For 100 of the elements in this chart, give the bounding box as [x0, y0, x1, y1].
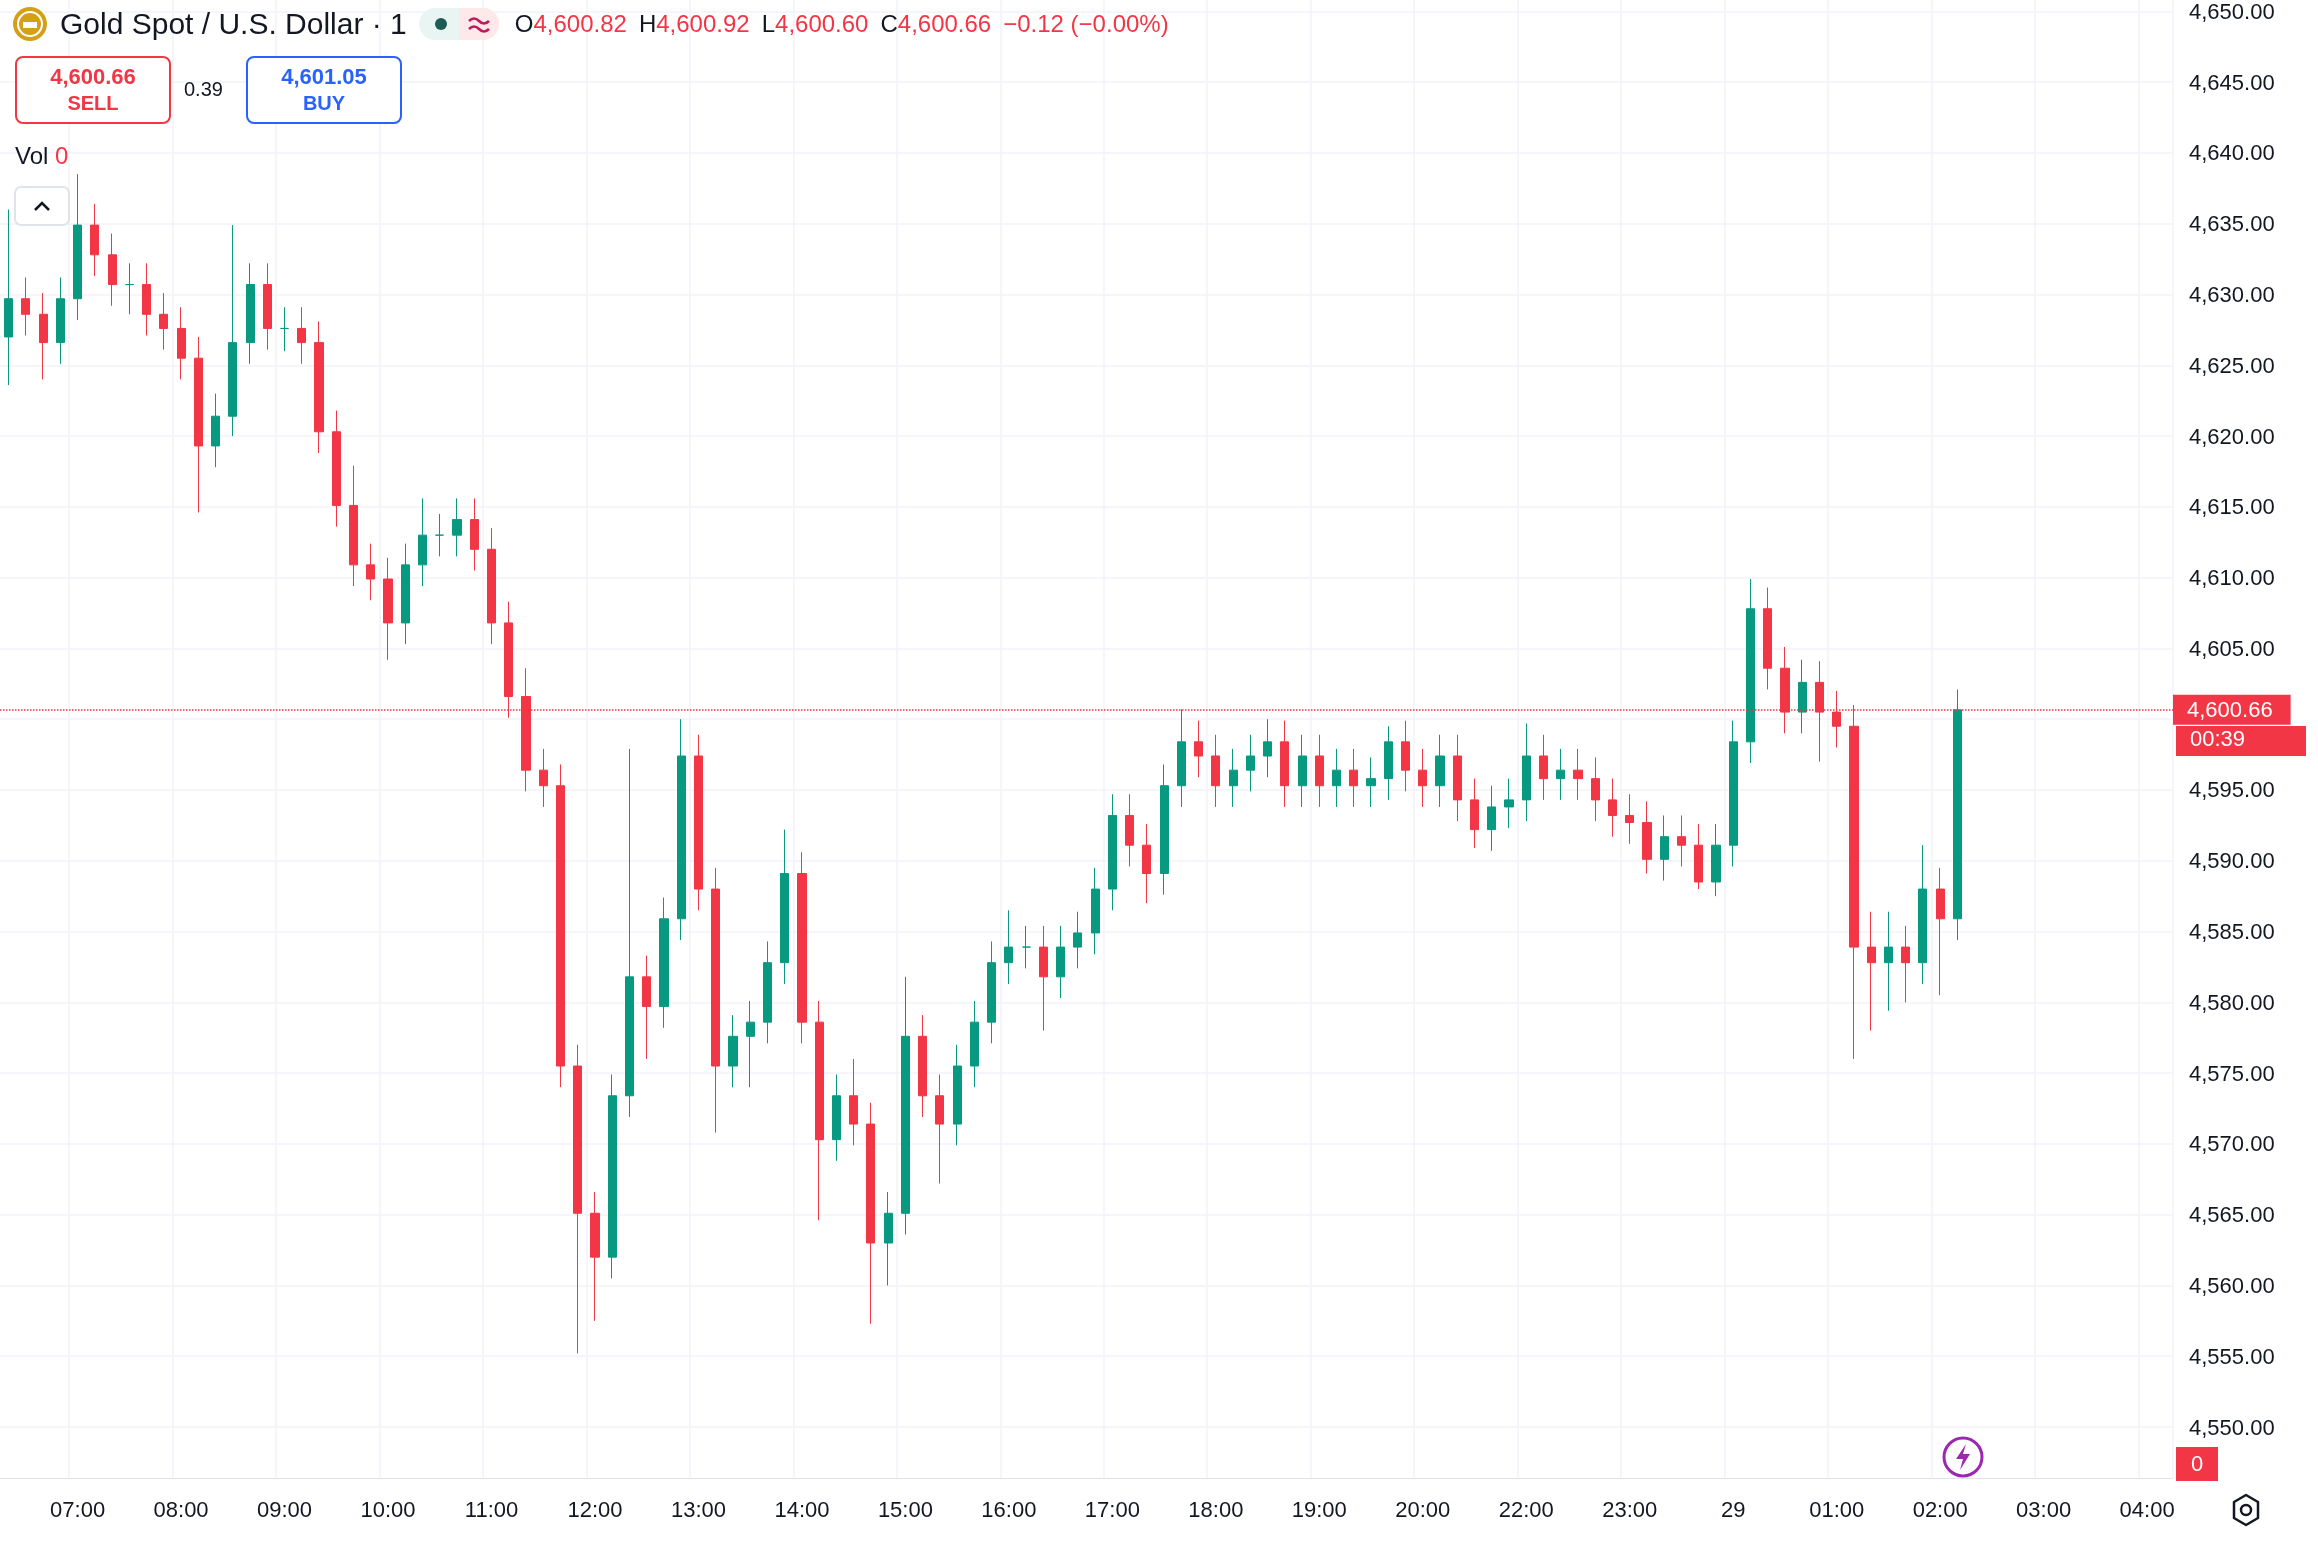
x-tick-label: 08:00 [153, 1496, 209, 1522]
candlestick [280, 306, 289, 352]
candlestick [1194, 720, 1203, 778]
candlestick [487, 527, 496, 645]
x-tick-label: 13:00 [670, 1496, 726, 1522]
text: 0 [2176, 1447, 2218, 1481]
candlestick [815, 1000, 824, 1221]
candlestick [4, 209, 13, 386]
candlestick [987, 940, 996, 1044]
candlestick [1729, 720, 1738, 867]
candlestick [211, 393, 220, 468]
x-tick-label: 11:00 [464, 1496, 519, 1522]
candlestick [1798, 659, 1807, 734]
y-tick-label: 4,610.00 [2189, 565, 2275, 591]
candlestick [625, 748, 634, 1118]
candlestick [1504, 778, 1514, 829]
y-tick-label: 4,595.00 [2189, 777, 2275, 803]
candlestick [56, 276, 65, 365]
x-tick-label: 14:00 [774, 1496, 830, 1522]
candlestick [573, 1044, 582, 1354]
candlestick [1091, 867, 1100, 955]
x-tick-label: 16:00 [981, 1496, 1037, 1522]
candlestick [1246, 734, 1255, 792]
candlestick [728, 1014, 738, 1088]
candlestick [590, 1191, 600, 1322]
candlestick [1953, 688, 1962, 941]
candlestick [246, 262, 255, 365]
x-tick-label: 02:00 [1912, 1496, 1968, 1522]
x-tick-label: 22:00 [1498, 1496, 1554, 1522]
annotation: O4,600.82 [514, 10, 627, 37]
candlestick [435, 513, 444, 557]
x-tick-label: 12:00 [567, 1496, 623, 1522]
y-tick-label: 4,650.00 [2189, 0, 2275, 24]
y-tick-label: 4,560.00 [2189, 1272, 2275, 1298]
y-tick-label: 4,630.00 [2189, 281, 2275, 307]
candlestick [1298, 734, 1307, 808]
candlestick [125, 262, 134, 315]
candlestick [1487, 785, 1496, 852]
candlestick [1608, 778, 1617, 838]
candlestick [1349, 748, 1358, 808]
x-tick-label: 29 [1720, 1496, 1746, 1522]
x-tick-label: 20:00 [1395, 1496, 1451, 1522]
candlestick [1418, 748, 1427, 808]
candlestick [1901, 925, 1910, 1003]
candlestick [1384, 725, 1393, 801]
candlestick [1556, 748, 1565, 801]
candlestick [366, 543, 375, 601]
y-tick-label: 4,605.00 [2189, 635, 2275, 661]
candlestick [1453, 734, 1462, 822]
candlestick [297, 306, 306, 365]
candlestick [1108, 793, 1117, 911]
y-tick-label: 4,590.00 [2189, 848, 2275, 874]
candlestick [797, 851, 807, 1044]
candlestick [1160, 763, 1169, 896]
candlestick [142, 262, 151, 337]
candlestick [1642, 800, 1652, 874]
y-tick-label: 4,620.00 [2189, 423, 2275, 449]
candlestick [1677, 814, 1686, 867]
x-tick-label: 09:00 [257, 1496, 313, 1522]
candlestick [780, 829, 789, 985]
candlestick [608, 1074, 617, 1279]
candlestick [401, 543, 410, 645]
y-tick-label: 4,570.00 [2189, 1131, 2275, 1157]
candlestick [1573, 748, 1583, 801]
candlestick [1470, 778, 1479, 849]
y-tick-label: 4,640.00 [2189, 140, 2275, 166]
text: 00:39 [2176, 725, 2306, 756]
annotation: Vol [15, 142, 49, 169]
candlestick [884, 1191, 893, 1286]
candlestick [1229, 748, 1238, 808]
annotation: BUY [302, 92, 346, 114]
x-tick-label: 03:00 [2016, 1496, 2072, 1522]
candlestick [1867, 911, 1876, 1032]
candlestick [866, 1102, 875, 1325]
x-tick-label: 18:00 [1188, 1496, 1244, 1522]
candlestick [1332, 748, 1341, 808]
candlestick [1022, 925, 1031, 969]
candlestick [918, 1014, 927, 1118]
candlestick [349, 465, 358, 587]
candlestick [1936, 867, 1945, 996]
candlestick [763, 940, 772, 1044]
x-tick-label: 15:00 [877, 1496, 933, 1522]
candlestick [1746, 578, 1755, 764]
candlestick [332, 410, 341, 528]
candlestick [1263, 718, 1272, 778]
candlestick [21, 276, 30, 337]
x-tick-label: 23:00 [1602, 1496, 1658, 1522]
annotation: H4,600.92 [638, 10, 750, 37]
y-tick-label: 4,645.00 [2189, 69, 2275, 95]
annotation: 4,600.66 [50, 64, 136, 89]
candlestick [1177, 708, 1186, 808]
candlestick [177, 306, 186, 380]
y-tick-label: 4,555.00 [2189, 1343, 2275, 1369]
candlestick [1918, 844, 1927, 985]
x-tick-label: 10:00 [360, 1496, 416, 1522]
candlestick [1625, 793, 1634, 845]
candlestick [1280, 720, 1289, 808]
x-tick-label: 07:00 [50, 1496, 106, 1522]
candlestick [1522, 722, 1531, 822]
candlestick [194, 336, 203, 513]
